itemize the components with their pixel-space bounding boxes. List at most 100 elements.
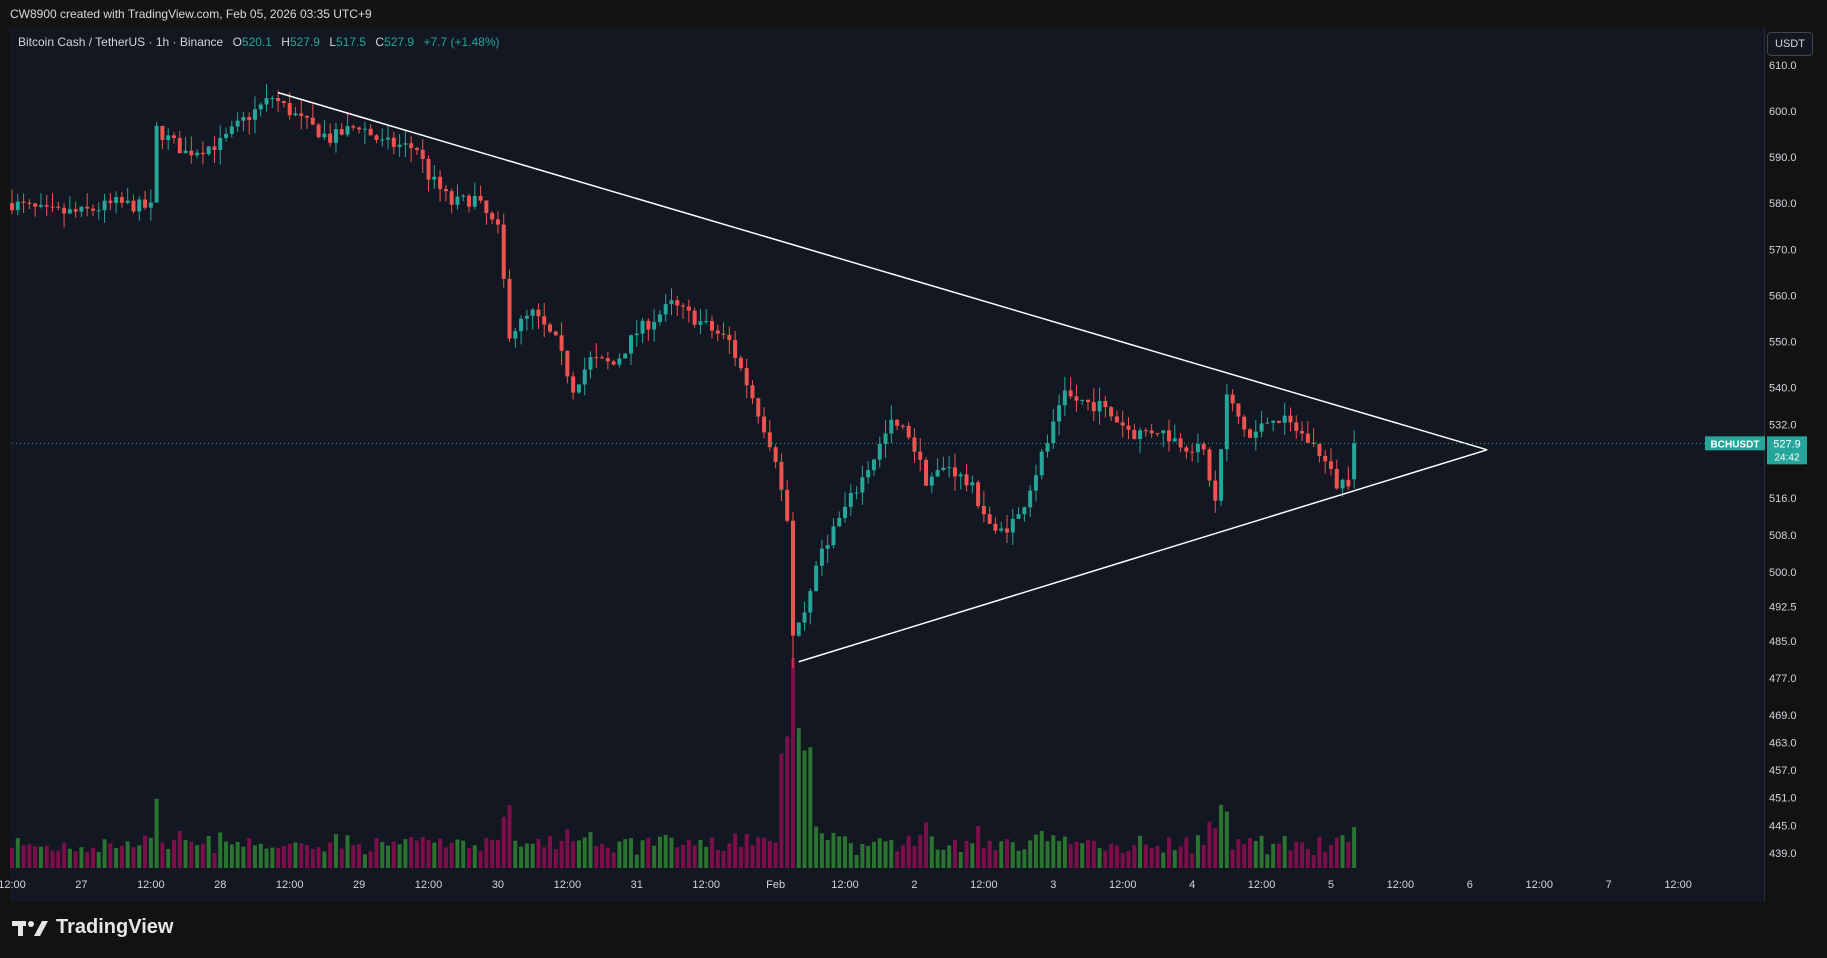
candle-body [727, 334, 732, 340]
volume-bar [391, 841, 396, 868]
volume-bar [299, 843, 304, 868]
candle-body [976, 482, 981, 506]
candle-body [1271, 420, 1276, 423]
candle-body [38, 205, 43, 207]
volume-bar [559, 840, 564, 868]
volume-bar [819, 833, 824, 868]
volume-bar [1259, 835, 1264, 868]
candle-body [1195, 444, 1200, 453]
volume-bar [831, 832, 836, 868]
candle-body [756, 398, 761, 417]
candle-body [1247, 429, 1252, 438]
volume-bar [1236, 838, 1241, 868]
candle-body [125, 200, 130, 203]
price-axis[interactable]: 610.0 600.0 590.0 580.0 570.0 560.0 550.0 540.0… [1769, 60, 1797, 860]
candle-body [443, 188, 448, 192]
time-tick-label: 12:00 [831, 879, 859, 891]
volume-bar [1010, 842, 1015, 868]
volume-bar [692, 845, 697, 868]
candle-body [1265, 422, 1270, 424]
candle-body [559, 335, 564, 351]
price-chart[interactable]: 610.0 600.0 590.0 580.0 570.0 560.0 550.0 540.0… [0, 0, 1827, 902]
candle-body [33, 203, 38, 207]
price-tick-label: 469.0 [1769, 710, 1797, 722]
candle-body [189, 150, 194, 156]
candle-body [970, 482, 975, 486]
volume-bar [1184, 837, 1189, 868]
volume-bar [837, 836, 842, 868]
time-tick-label: 12:00 [415, 879, 443, 891]
volume-bar [44, 845, 49, 868]
volume-bar [906, 835, 911, 868]
candle-body [102, 200, 107, 211]
candle-body [1097, 401, 1102, 412]
candle-body [299, 113, 304, 116]
price-tick-label: 457.0 [1769, 765, 1797, 777]
candle-body [796, 622, 801, 636]
price-tag-countdown: 24:42 [1774, 452, 1799, 463]
volume-bar [553, 849, 558, 868]
volume-bar [495, 839, 500, 868]
volume-bar [212, 852, 217, 868]
volume-bar [999, 841, 1004, 868]
volume-bar [987, 840, 992, 868]
volume-bar [935, 849, 940, 868]
volume-bar [762, 837, 767, 868]
tradingview-logo[interactable]: TradingView [12, 916, 173, 939]
candle-body [1213, 480, 1218, 501]
candle-body [339, 129, 344, 135]
price-tick-label: 439.0 [1769, 848, 1797, 860]
candle-body [1317, 444, 1322, 457]
volume-bar [576, 840, 581, 868]
volume-bar [177, 830, 182, 868]
candle-body [403, 143, 408, 145]
candle-body [73, 209, 78, 212]
time-axis[interactable]: 12:00 27 12:00 28 12:00 29 12:00 30 12:00 31 12:00… [0, 879, 1692, 891]
volume-bar [767, 840, 772, 868]
time-tick-label: 29 [353, 879, 365, 891]
volume-bar [1167, 837, 1171, 868]
time-tick-label: 2 [911, 879, 917, 891]
candle-body [634, 333, 639, 336]
chart-legend[interactable]: Bitcoin Cash / TetherUS · 1h · Binance O… [18, 34, 500, 50]
volume-bar [530, 843, 535, 868]
volume-bar [750, 844, 755, 868]
time-tick-label: 12:00 [1109, 879, 1137, 891]
volume-bar [594, 846, 599, 868]
price-tick-label: 500.0 [1769, 567, 1797, 579]
symbol-title[interactable]: Bitcoin Cash / TetherUS · 1h · Binance [18, 35, 224, 49]
candle-body [877, 444, 882, 460]
chart-area[interactable] [10, 28, 1765, 902]
volume-bar [1080, 843, 1085, 868]
candle-body [918, 451, 923, 460]
candle-body [1167, 430, 1171, 442]
price-tag-bg [1767, 436, 1807, 465]
volume-bar [1253, 840, 1258, 868]
volume-bar [351, 845, 356, 868]
time-tick-label: 12:00 [0, 879, 26, 891]
candle-body [322, 133, 327, 138]
candle-body [721, 333, 726, 335]
volume-bar [27, 844, 32, 868]
volume-bar [1288, 850, 1293, 868]
candle-body [235, 120, 240, 127]
candle-body [704, 321, 709, 323]
price-tick-label: 477.0 [1769, 673, 1797, 685]
candle-body [1062, 390, 1067, 406]
candle-body [380, 139, 385, 141]
credit-text: CW8900 created with TradingView.com, Feb… [10, 7, 372, 21]
candle-body [1282, 415, 1287, 423]
volume-bar [386, 845, 391, 868]
volume-bar [1265, 854, 1270, 868]
candle-body [889, 419, 894, 434]
trendlines[interactable] [277, 91, 1488, 663]
candle-body [143, 199, 148, 208]
trendline [798, 449, 1488, 663]
candle-body [27, 202, 32, 204]
volume-bar [171, 839, 176, 868]
candle-body [96, 210, 101, 212]
currency-button[interactable]: USDT [1767, 32, 1813, 56]
candle-body [310, 117, 315, 125]
volume-bar [871, 841, 876, 868]
candle-body [438, 176, 443, 189]
